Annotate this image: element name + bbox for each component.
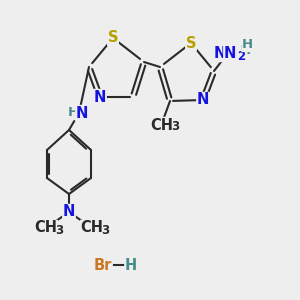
Text: N: N [76,106,88,121]
Text: 3: 3 [171,121,179,134]
Text: S: S [186,35,196,50]
Text: N: N [197,92,209,107]
Text: Br: Br [94,257,112,272]
Text: H: H [240,44,251,58]
Text: N: N [94,89,106,104]
Text: N: N [224,46,236,61]
Text: CH: CH [151,118,173,133]
Text: S: S [108,31,118,46]
Text: H: H [242,38,253,52]
Text: CH: CH [34,220,58,236]
Text: NH: NH [214,46,238,62]
Text: H: H [68,106,79,119]
Text: CH: CH [80,220,104,236]
Text: N: N [63,205,75,220]
Text: 3: 3 [55,224,63,236]
Text: 3: 3 [101,224,109,236]
Text: 2: 2 [237,50,245,62]
Text: H: H [125,257,137,272]
